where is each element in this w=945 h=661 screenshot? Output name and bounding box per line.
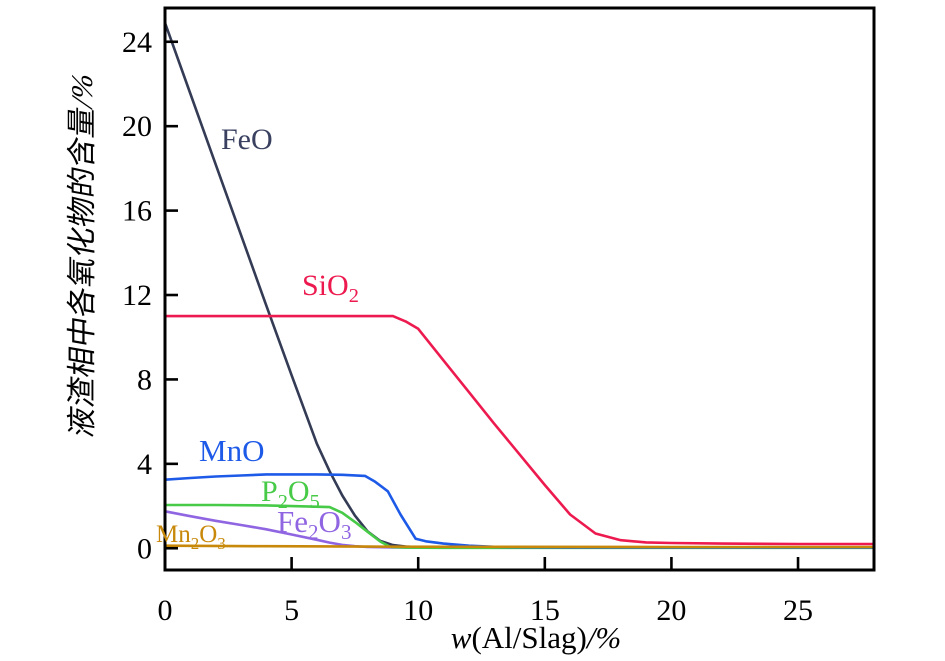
- plot-border: [163, 6, 876, 572]
- label-part: FeO: [221, 123, 273, 156]
- y-axis-title: 液渣相中各氧化物的含量/%: [65, 71, 99, 440]
- label-part: O: [319, 504, 341, 539]
- x-tick-label: 10: [403, 594, 433, 627]
- p2o5-line: [163, 503, 876, 550]
- feo-label: FeO: [221, 123, 273, 156]
- fe2o3-line: [163, 510, 876, 549]
- y-tick-label: 0: [137, 532, 152, 565]
- y-tick-label: 4: [137, 448, 152, 481]
- label-part: 3: [217, 534, 226, 553]
- label-part: /%: [585, 620, 621, 655]
- label-part: Mn: [156, 521, 191, 548]
- x-tick-label: 25: [783, 594, 813, 627]
- x-axis-title: w(Al/Slag)/%: [451, 620, 622, 655]
- label-part: MnO: [199, 433, 264, 468]
- label-part: 2: [191, 534, 200, 553]
- label-part: (Al/Slag): [471, 620, 586, 655]
- mno-label: MnO: [199, 433, 264, 468]
- label-part: 2: [308, 520, 319, 544]
- label-part: 5: [310, 491, 320, 513]
- label-part: SiO: [302, 269, 349, 302]
- x-tick-label: 15: [530, 594, 560, 627]
- y-tick-label: 12: [122, 279, 152, 312]
- label-part: /%: [65, 71, 99, 112]
- p2o5-label: P2O5: [261, 475, 320, 513]
- label-part: O: [199, 521, 217, 548]
- label-part: O: [288, 475, 310, 508]
- label-part: 2: [349, 285, 359, 307]
- sio2-label: SiO2: [302, 269, 359, 307]
- y-tick-label: 20: [122, 110, 152, 143]
- label-part: 3: [341, 520, 352, 544]
- label-part: Fe: [277, 504, 308, 539]
- mn2o3-label: Mn2O3: [156, 521, 226, 553]
- label-part: w: [451, 620, 472, 655]
- x-tick-label: 20: [656, 594, 686, 627]
- label-part: 液渣相中各氧化物的含量: [65, 104, 99, 440]
- feo-line: [163, 21, 876, 549]
- y-tick-label: 16: [122, 195, 152, 228]
- sio2-line: [163, 314, 876, 546]
- label-part: P: [261, 475, 278, 508]
- mn2o3-line: [163, 544, 876, 549]
- fe2o3-label: Fe2O3: [277, 504, 351, 544]
- x-tick-label: 0: [158, 594, 173, 627]
- y-tick-label: 8: [137, 363, 152, 396]
- y-tick-label: 24: [122, 26, 152, 59]
- label-part: 2: [278, 491, 288, 513]
- x-tick-label: 5: [284, 594, 299, 627]
